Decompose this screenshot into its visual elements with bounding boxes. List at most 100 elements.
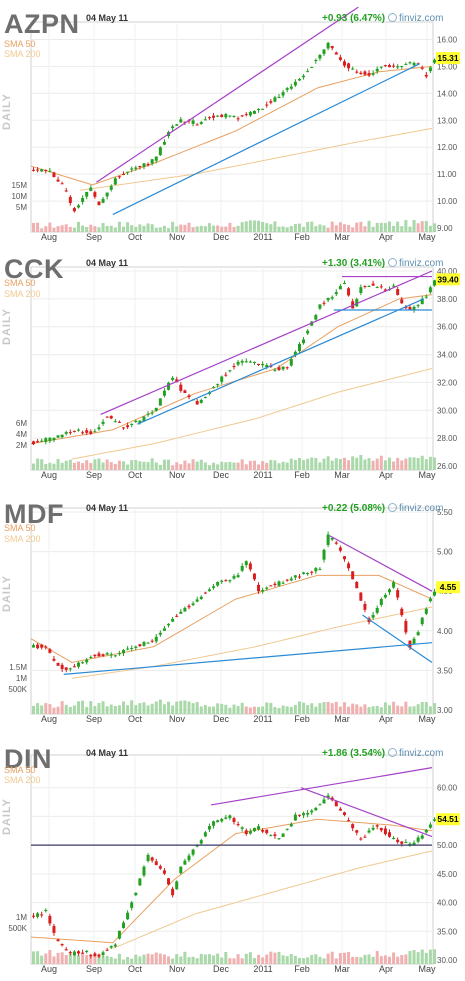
month-label: Aug (41, 714, 57, 724)
volume-bar (216, 703, 220, 714)
trendline-lower (362, 614, 433, 663)
volume-bar (40, 955, 44, 964)
volume-bar (261, 221, 265, 232)
volume-bar (85, 460, 89, 470)
candle-body (117, 421, 121, 423)
candle-body (179, 611, 183, 614)
volume-bar (64, 224, 68, 232)
volume-bar (64, 460, 68, 470)
candle-body (273, 583, 277, 585)
volume-bar (310, 703, 314, 714)
candle-body (367, 830, 371, 833)
candle-body (77, 662, 81, 667)
volume-bar (72, 705, 76, 714)
volume-bar (383, 223, 387, 232)
candle-body (232, 115, 236, 117)
volume-bar (416, 704, 420, 714)
month-label: 2011 (253, 470, 272, 480)
volume-bar (387, 221, 391, 232)
sma200-legend: SMA 200 (4, 289, 41, 299)
volume-bar (134, 226, 138, 232)
y-tick-label: 5.50 (437, 508, 453, 517)
volume-bar (52, 956, 56, 964)
month-label: Nov (169, 470, 186, 480)
volume-bar (338, 459, 342, 470)
candle-body (207, 826, 211, 830)
volume-bar (85, 955, 89, 964)
volume-bar (433, 457, 436, 470)
volume-bar (334, 958, 338, 964)
candle-body (216, 820, 220, 823)
month-label: Dec (213, 714, 230, 724)
last-price-tag (436, 273, 460, 286)
volume-bar (224, 704, 228, 714)
candle-body (404, 621, 408, 633)
volume-bar (379, 455, 383, 470)
candle-body (130, 648, 134, 650)
volume-bar (355, 704, 359, 714)
month-label: Sep (86, 232, 102, 242)
volume-bar (64, 704, 68, 714)
candle-body (297, 78, 301, 81)
candle-body (326, 42, 330, 49)
candle-body (162, 628, 166, 631)
volume-bar (387, 956, 391, 964)
candle-body (48, 915, 52, 924)
volume-bar (36, 951, 40, 964)
volume-bar (244, 464, 248, 470)
volume-bar (273, 460, 277, 470)
finviz-brand[interactable]: finviz.com (388, 258, 443, 269)
volume-bar (314, 457, 318, 470)
finviz-brand-label: finviz.com (399, 748, 444, 759)
candle-body (101, 952, 105, 956)
candle-body (220, 818, 224, 822)
volume-bar (97, 227, 101, 232)
candle-body (97, 427, 101, 430)
y-tick-label: 11.00 (437, 170, 457, 179)
candle-body (363, 285, 367, 287)
y-tick-label: 13.00 (437, 116, 458, 125)
volume-bar (138, 703, 142, 714)
volume-bar (154, 952, 158, 964)
volume-bar (56, 459, 60, 470)
volume-bar (171, 221, 175, 232)
volume-bar (130, 225, 134, 232)
candle-body (322, 799, 326, 804)
candle-body (105, 949, 109, 951)
volume-bar (89, 463, 93, 470)
volume-bar (162, 459, 166, 470)
volume-bar (240, 958, 244, 964)
month-label: Sep (86, 964, 102, 974)
candle-body (113, 655, 117, 657)
candle-body (318, 569, 322, 571)
volume-bar (212, 955, 216, 964)
volume-bar (420, 221, 424, 232)
candle-body (424, 296, 428, 298)
candle-body (109, 415, 113, 419)
candle-body (36, 441, 40, 443)
volume-bar (342, 224, 346, 232)
volume-bar (244, 221, 248, 232)
finviz-brand[interactable]: finviz.com (388, 503, 443, 514)
volume-tick-label: 500K (8, 685, 27, 694)
volume-bar (113, 705, 117, 714)
finviz-brand[interactable]: finviz.com (388, 748, 443, 759)
ticker-label: CCK (4, 254, 64, 284)
volume-bar (52, 707, 56, 714)
volume-bar (162, 954, 166, 964)
volume-bar (428, 456, 432, 470)
volume-bar (212, 225, 216, 232)
month-label: Dec (213, 470, 230, 480)
volume-bar (183, 951, 187, 964)
candle-body (359, 72, 363, 75)
candle-body (269, 585, 273, 587)
volume-bar (261, 957, 265, 964)
candle-body (359, 838, 363, 840)
candle-body (101, 654, 105, 657)
volume-bar (150, 224, 154, 232)
candle-body (428, 824, 432, 828)
candle-body (355, 581, 359, 589)
finviz-brand[interactable]: finviz.com (388, 13, 443, 24)
volume-bar (162, 225, 166, 232)
volume-bar (89, 701, 93, 714)
